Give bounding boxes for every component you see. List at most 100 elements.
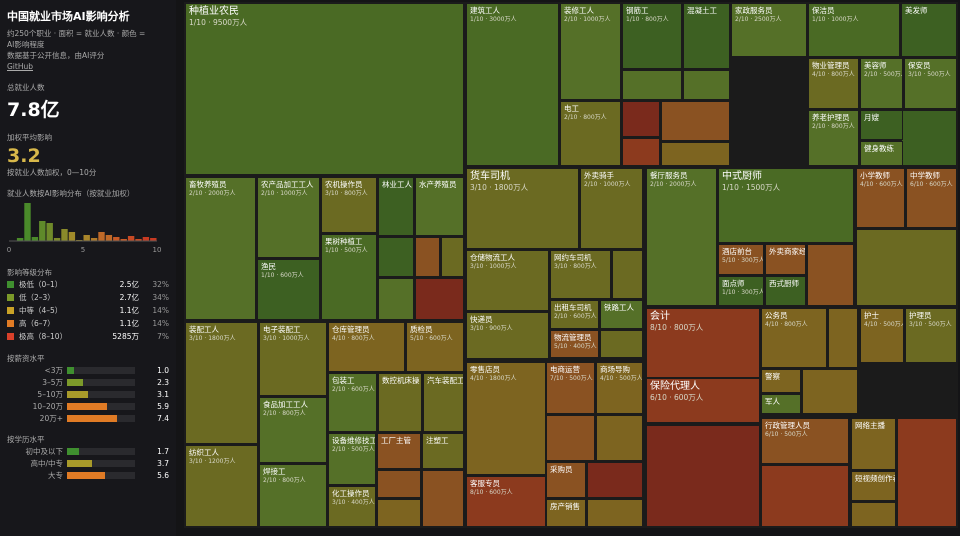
treemap-tile[interactable]: 数控机床操: [378, 373, 422, 432]
bar-row: 3–5万 2.3: [7, 376, 169, 388]
treemap-tile[interactable]: 电子装配工 3/10 · 1000万人: [259, 322, 327, 396]
level-count: 2.7亿: [119, 293, 139, 302]
treemap-tile[interactable]: 食品加工工人 2/10 · 800万人: [259, 397, 327, 463]
treemap-tile[interactable]: 警察: [761, 369, 801, 393]
treemap-tile[interactable]: 钢筋工 1/10 · 800万人: [622, 3, 682, 69]
treemap-tile[interactable]: 护士 4/10 · 500万人: [860, 308, 904, 363]
treemap-tile[interactable]: 军人: [761, 394, 801, 414]
treemap-tile[interactable]: 化工操作员 3/10 · 400万人: [328, 486, 376, 527]
treemap-tile[interactable]: 水产养殖员: [415, 177, 464, 236]
treemap-tile[interactable]: 快递员 3/10 · 900万人: [466, 312, 549, 359]
treemap-tile[interactable]: 西式厨师: [765, 276, 806, 306]
treemap-tile[interactable]: 种植业农民 1/10 · 9500万人: [185, 3, 464, 175]
treemap-tile[interactable]: 公务员 4/10 · 800万人: [761, 308, 827, 368]
tile-sub: 2/10 · 800万人: [564, 114, 607, 121]
treemap-tile[interactable]: 物业管理员 4/10 · 800万人: [808, 58, 859, 109]
histogram-bar: [98, 232, 105, 241]
tile-sub: 3/10 · 1000万人: [263, 335, 310, 342]
bar: [67, 414, 118, 422]
treemap-tile[interactable]: 美发师: [901, 3, 957, 57]
treemap-tile[interactable]: 工厂主管: [377, 433, 421, 469]
tile-name: 焊接工: [263, 467, 286, 476]
treemap-tile[interactable]: 会计 8/10 · 800万人: [646, 308, 760, 378]
treemap-filler: [600, 330, 643, 358]
treemap-tile[interactable]: 外卖骑手 2/10 · 1000万人: [580, 168, 643, 249]
treemap-tile[interactable]: 焊接工 2/10 · 800万人: [259, 464, 327, 527]
treemap-tile[interactable]: 行政管理人员 6/10 · 500万人: [761, 418, 849, 464]
treemap-tile[interactable]: 装配工人 3/10 · 1800万人: [185, 322, 258, 444]
treemap-tile[interactable]: 农机操作员 3/10 · 800万人: [321, 177, 377, 233]
treemap-tile[interactable]: 餐厅服务员 2/10 · 2000万人: [646, 168, 717, 306]
treemap-tile[interactable]: 物流管理员 5/10 · 400万人: [550, 330, 599, 358]
treemap-tile[interactable]: 短视频创作者: [851, 471, 896, 501]
treemap-tile[interactable]: 客服专员 8/10 · 600万人: [466, 476, 546, 527]
github-link[interactable]: GitHub: [7, 62, 33, 71]
treemap-tile[interactable]: 设备维修技工 2/10 · 500万人: [328, 433, 376, 485]
treemap-tile[interactable]: 装修工人 2/10 · 1000万人: [560, 3, 621, 100]
treemap-tile[interactable]: 货车司机 3/10 · 1800万人: [466, 168, 579, 249]
treemap-tile[interactable]: 网络主播: [851, 418, 896, 470]
treemap-tile[interactable]: 中学教师 6/10 · 600万人: [906, 168, 957, 228]
treemap-tile[interactable]: 包装工 2/10 · 600万人: [328, 373, 377, 432]
histogram-bar: [113, 237, 120, 241]
histogram-bar: [39, 221, 46, 241]
treemap-tile[interactable]: 小学教师 4/10 · 600万人: [856, 168, 905, 228]
treemap-filler: [661, 101, 730, 141]
treemap-tile[interactable]: 畜牧养殖员 2/10 · 2000万人: [185, 177, 256, 320]
level-share: 34%: [152, 293, 169, 302]
treemap-tile[interactable]: 出租车司机 2/10 · 600万人: [550, 300, 599, 329]
tile-name: 中学教师: [910, 171, 940, 180]
treemap-tile[interactable]: 保险代理人 6/10 · 600万人: [646, 378, 760, 423]
level-swatch: [7, 333, 14, 340]
treemap-filler: [828, 308, 858, 368]
tile-name: 林业工人: [382, 180, 412, 189]
tile-name: 警察: [765, 372, 780, 381]
tile-sub: 4/10 · 600万人: [860, 181, 903, 188]
treemap-tile[interactable]: 仓库管理员 4/10 · 800万人: [328, 322, 405, 372]
treemap-tile[interactable]: 网约车司机 3/10 · 800万人: [550, 250, 611, 299]
treemap-tile[interactable]: 保洁员 1/10 · 1000万人: [808, 3, 900, 57]
treemap-tile[interactable]: 外卖商家经: [765, 244, 806, 275]
treemap-tile[interactable]: 渔民 1/10 · 600万人: [257, 259, 320, 320]
tile-name: 仓储物流工人: [470, 253, 515, 262]
treemap-tile[interactable]: 铁路工人: [600, 300, 643, 329]
tile-name: 月嫂: [864, 113, 879, 122]
treemap-tile[interactable]: 农产品加工工人 2/10 · 1000万人: [257, 177, 320, 258]
treemap-tile[interactable]: 电工 2/10 · 800万人: [560, 101, 621, 166]
bar-track: [67, 447, 135, 455]
treemap-tile[interactable]: 养老护理员 2/10 · 800万人: [808, 110, 859, 166]
treemap-tile[interactable]: 果树种植工 1/10 · 500万人: [321, 234, 377, 320]
treemap-tile[interactable]: 林业工人: [378, 177, 414, 236]
bar-value: 2.3: [157, 377, 169, 387]
treemap-tile[interactable]: 家政服务员 2/10 · 2500万人: [731, 3, 807, 57]
treemap-tile[interactable]: 中式厨师 1/10 · 1500万人: [718, 168, 854, 243]
treemap-tile[interactable]: 仓储物流工人 3/10 · 1000万人: [466, 250, 549, 311]
treemap-tile[interactable]: 商场导购 4/10 · 500万人: [596, 362, 643, 414]
treemap-tile[interactable]: 美容师 2/10 · 500万人: [860, 58, 903, 109]
treemap-tile[interactable]: 建筑工人 1/10 · 3000万人: [466, 3, 559, 166]
treemap-tile[interactable]: 房产销售: [546, 499, 586, 527]
stat-note: 按就业人数加权，0—10分: [7, 168, 97, 177]
treemap-tile[interactable]: 纺织工人 3/10 · 1200万人: [185, 445, 258, 527]
treemap-tile[interactable]: 健身教练: [860, 141, 903, 166]
stat-value: 3.2: [7, 145, 41, 167]
tile-sub: 2/10 · 2000万人: [650, 181, 697, 188]
treemap-tile[interactable]: 酒店前台 5/10 · 300万人: [718, 244, 764, 275]
x-tick-label: 0: [7, 246, 11, 254]
treemap-tile[interactable]: 零售店员 4/10 · 1800万人: [466, 362, 546, 475]
treemap-tile[interactable]: 注塑工: [422, 433, 464, 469]
treemap-tile[interactable]: 采购员: [546, 462, 586, 498]
treemap-tile[interactable]: 汽车装配工: [423, 373, 464, 432]
treemap-tile[interactable]: 月嫂: [860, 110, 903, 140]
level-row: 高（6–7） 1.1亿 14%: [7, 317, 169, 330]
x-tick-label: 5: [81, 246, 85, 254]
tile-name: 纺织工人: [189, 448, 219, 457]
treemap-tile[interactable]: 电商运营 7/10 · 500万人: [546, 362, 595, 414]
treemap-tile[interactable]: 面点师 1/10 · 300万人: [718, 276, 764, 306]
treemap-tile[interactable]: 混凝土工: [683, 3, 730, 69]
tile-sub: 6/10 · 600万人: [650, 393, 704, 402]
treemap-tile[interactable]: 质检员 5/10 · 600万人: [406, 322, 464, 372]
treemap-tile[interactable]: 护理员 3/10 · 500万人: [905, 308, 957, 363]
treemap-tile[interactable]: 保安员 3/10 · 500万人: [904, 58, 957, 109]
tile-name: 客服专员: [470, 479, 500, 488]
